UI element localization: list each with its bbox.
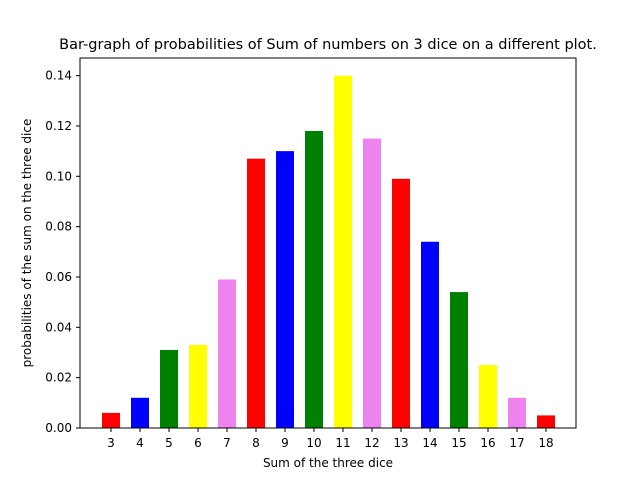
x-tick-label-7: 7 <box>223 436 231 450</box>
bar-4 <box>131 397 149 428</box>
bar-6 <box>189 344 207 428</box>
x-tick-label-14: 14 <box>422 436 437 450</box>
bar-3 <box>102 412 120 428</box>
bar-7 <box>218 279 236 428</box>
axes-frame <box>79 57 577 429</box>
x-tick-label-8: 8 <box>252 436 260 450</box>
x-tick-label-5: 5 <box>165 436 173 450</box>
y-tick-label-0.04: 0.04 <box>45 320 72 334</box>
x-tick-label-11: 11 <box>335 436 350 450</box>
bar-10 <box>305 130 323 428</box>
bars-group <box>102 75 555 428</box>
x-tick-label-16: 16 <box>480 436 495 450</box>
bar-15 <box>450 292 468 428</box>
x-tick-label-4: 4 <box>136 436 144 450</box>
x-tick-label-3: 3 <box>107 436 115 450</box>
y-ticks: 0.00 0.02 0.04 0.06 0.08 0.10 0.12 0.14 <box>45 69 80 435</box>
bar-16 <box>479 365 497 428</box>
bar-14 <box>421 241 439 428</box>
x-tick-label-13: 13 <box>393 436 408 450</box>
y-tick-label-0.02: 0.02 <box>45 371 72 385</box>
y-tick-label-0.06: 0.06 <box>45 270 72 284</box>
y-tick-label-0.00: 0.00 <box>45 421 72 435</box>
x-tick-label-6: 6 <box>194 436 202 450</box>
bar-17 <box>508 397 526 428</box>
bar-8 <box>247 158 265 428</box>
chart-title: Bar-graph of probabilities of Sum of num… <box>59 37 597 53</box>
bar-11 <box>334 75 352 428</box>
x-tick-label-15: 15 <box>451 436 466 450</box>
x-tick-label-9: 9 <box>281 436 289 450</box>
bar-13 <box>392 178 410 428</box>
x-axis-label: Sum of the three dice <box>263 456 393 470</box>
x-tick-label-17: 17 <box>509 436 524 450</box>
y-axis-label: probabilities of the sum on the three di… <box>20 119 34 368</box>
x-tick-label-18: 18 <box>538 436 553 450</box>
y-tick-label-0.14: 0.14 <box>45 69 72 83</box>
y-tick-label-0.12: 0.12 <box>45 119 72 133</box>
y-tick-label-0.08: 0.08 <box>45 220 72 234</box>
x-tick-label-10: 10 <box>306 436 321 450</box>
bar-9 <box>276 151 294 428</box>
x-tick-label-12: 12 <box>364 436 379 450</box>
x-ticks: 3 4 5 6 7 8 9 10 11 12 13 14 15 16 17 18 <box>107 428 554 450</box>
bar-5 <box>160 349 178 428</box>
y-tick-label-0.10: 0.10 <box>45 169 72 183</box>
bar-18 <box>537 415 555 428</box>
bar-12 <box>363 138 381 428</box>
